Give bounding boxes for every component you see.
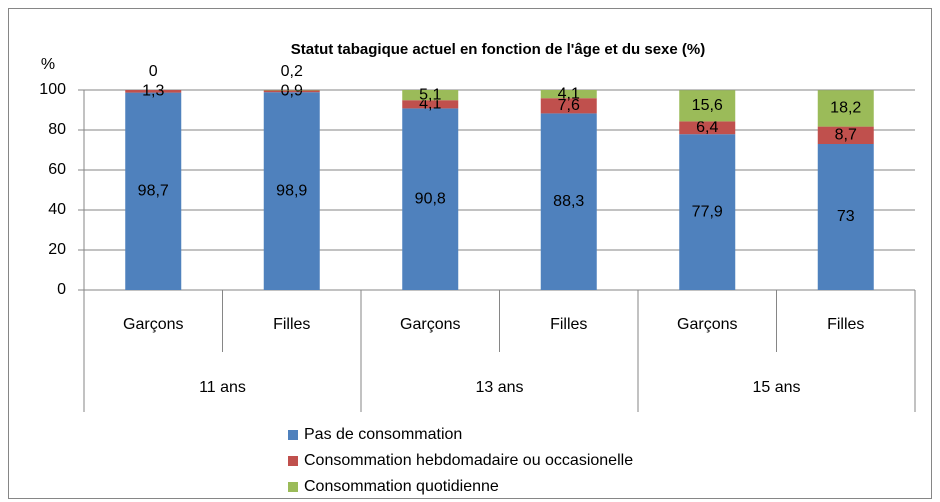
data-label: 6,4: [696, 119, 718, 136]
data-label: 15,6: [692, 97, 723, 114]
y-tick-label: 100: [39, 81, 66, 98]
data-label: 0: [149, 63, 158, 80]
bar-segment: [402, 108, 459, 291]
x-tick-label: Garçons: [677, 316, 737, 333]
bar-segment: [263, 92, 320, 290]
bar-segment: [817, 144, 874, 290]
data-label: 7,6: [558, 97, 580, 114]
data-label: 18,2: [830, 100, 861, 117]
bar-segment: [125, 92, 182, 290]
legend-swatch: [288, 482, 298, 492]
bar-segment: [402, 90, 459, 101]
x-group-label: 15 ans: [752, 379, 800, 396]
bar-segment: [540, 113, 597, 291]
data-label: 88,3: [553, 193, 584, 210]
bar-segment: [817, 126, 874, 144]
bar-segment: [540, 90, 597, 99]
x-group-label: 11 ans: [199, 379, 246, 396]
data-label: 98,7: [138, 183, 169, 200]
data-label: 98,9: [276, 182, 307, 199]
data-label: 90,8: [415, 190, 446, 207]
y-tick-label: 80: [48, 121, 66, 138]
y-tick-label: 20: [48, 241, 66, 258]
data-label: 4,1: [558, 85, 580, 102]
bar-segment: [679, 134, 736, 290]
x-tick-label: Garçons: [400, 316, 460, 333]
legend-label: Pas de consommation: [304, 426, 462, 443]
y-tick-label: 0: [57, 281, 66, 298]
x-tick-label: Filles: [273, 316, 310, 333]
y-tick-label: 60: [48, 161, 66, 178]
data-label: 0,9: [281, 83, 303, 100]
data-label: 8,7: [835, 127, 857, 144]
data-label: 5,1: [419, 86, 441, 103]
legend-label: Consommation quotidienne: [304, 478, 499, 495]
data-label: 1,3: [142, 83, 164, 100]
y-tick-label: 40: [48, 201, 66, 218]
bar-segment: [402, 100, 459, 109]
x-tick-label: Garçons: [123, 316, 183, 333]
x-group-label: 13 ans: [475, 379, 523, 396]
bar-segment: [679, 121, 736, 135]
data-label: 77,9: [692, 203, 723, 220]
legend-swatch: [288, 430, 298, 440]
data-label: 73: [837, 208, 855, 225]
chart-title: Statut tabagique actuel en fonction de l…: [291, 41, 705, 58]
legend-label: Consommation hebdomadaire ou occasionell…: [304, 452, 633, 469]
bar-segment: [125, 90, 182, 93]
bar-segment: [817, 90, 874, 127]
bar-segment: [679, 90, 736, 122]
y-axis-label: %: [41, 56, 55, 73]
data-label: 0,2: [281, 63, 303, 80]
legend-swatch: [288, 456, 298, 466]
x-tick-label: Filles: [550, 316, 587, 333]
bar-segment: [263, 90, 320, 93]
bar-segment: [540, 98, 597, 114]
x-tick-label: Filles: [827, 316, 864, 333]
